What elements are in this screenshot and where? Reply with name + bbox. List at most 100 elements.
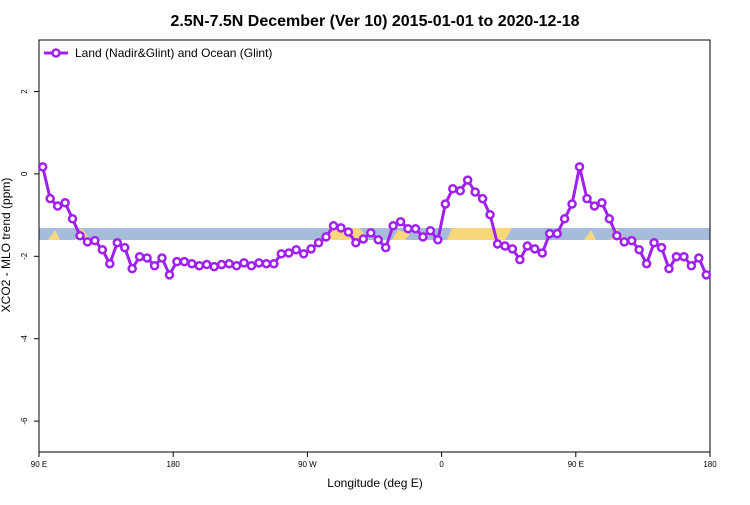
data-point (298, 249, 309, 259)
y-tick-label: 0 (20, 171, 29, 176)
data-point (589, 201, 600, 211)
data-point (455, 186, 465, 196)
data-point (37, 162, 48, 172)
data-point (45, 193, 55, 204)
data-point (410, 223, 421, 234)
data-point (209, 261, 219, 272)
data-point (358, 234, 369, 244)
data-point (291, 244, 301, 255)
data-point (97, 244, 108, 255)
x-tick-label: 90 E (568, 460, 584, 469)
data-point (656, 242, 667, 253)
data-point (395, 216, 406, 227)
data-point (664, 263, 674, 274)
data-point (433, 235, 443, 245)
x-tick-label: 180 (703, 460, 717, 469)
data-point (105, 258, 115, 269)
x-axis-label: Longitude (deg E) (327, 476, 422, 490)
data-point (380, 242, 391, 253)
data-point (216, 259, 227, 270)
legend-label: Land (Nadir&Glint) and Ocean (Glint) (75, 46, 272, 60)
data-point (641, 258, 652, 269)
data-point (597, 197, 607, 208)
data-point (276, 249, 287, 259)
data-point (686, 261, 697, 271)
data-point (626, 235, 637, 246)
data-point (202, 259, 212, 270)
data-point (224, 258, 234, 269)
data-point (544, 228, 555, 239)
data-point (477, 193, 488, 204)
data-point (537, 248, 547, 258)
data-point (619, 237, 630, 247)
data-point (134, 251, 145, 262)
data-point (75, 230, 85, 241)
data-point (604, 214, 615, 224)
data-point (582, 193, 592, 204)
data-point (343, 227, 354, 237)
data-point (269, 258, 279, 269)
data-point (254, 258, 264, 268)
data-point (694, 253, 704, 263)
data-point (522, 241, 533, 251)
data-point (440, 199, 451, 209)
data-point (485, 209, 495, 220)
data-point (567, 199, 577, 209)
data-point (284, 248, 294, 258)
data-point (679, 251, 689, 262)
data-point (112, 237, 123, 248)
data-point (559, 214, 570, 224)
chart-title: 2.5N-7.5N December (Ver 10) 2015-01-01 t… (170, 13, 579, 30)
data-point (172, 256, 182, 267)
data-point (67, 214, 78, 224)
legend-marker (51, 48, 61, 58)
data-point (52, 201, 63, 211)
data-point (194, 261, 205, 271)
data-point (492, 239, 503, 249)
data-point (366, 228, 376, 238)
data-point (552, 228, 562, 239)
data-point (388, 221, 398, 231)
y-axis-label: XCO2 - MLO trend (ppm) (0, 178, 13, 313)
data-point (149, 261, 160, 271)
data-point (119, 242, 130, 253)
data-point (634, 244, 644, 255)
data-point (313, 237, 324, 248)
data-point (470, 187, 480, 197)
data-point (231, 261, 242, 271)
data-point (328, 221, 339, 231)
data-point (60, 197, 70, 208)
data-point (500, 241, 510, 251)
data-point (701, 270, 712, 280)
data-point (157, 253, 167, 263)
data-point (671, 251, 682, 262)
data-point (649, 237, 659, 248)
data-point (403, 223, 413, 234)
y-tick-label: -4 (20, 335, 29, 343)
data-point (462, 175, 473, 185)
data-point (373, 235, 383, 245)
x-tick-label: 90 W (298, 460, 317, 469)
x-tick-label: 90 E (31, 460, 47, 469)
data-point (179, 256, 190, 267)
data-point (321, 232, 331, 242)
data-point (448, 183, 458, 194)
y-tick-label: -2 (20, 252, 29, 260)
x-tick-label: 180 (167, 460, 181, 469)
data-point (187, 258, 197, 269)
data-point (515, 254, 525, 265)
data-point (530, 244, 540, 254)
data-point (425, 226, 436, 236)
x-tick-label: 0 (439, 460, 444, 469)
data-point (351, 237, 361, 248)
data-point (612, 230, 622, 241)
data-point (336, 223, 346, 233)
data-point (127, 263, 137, 274)
data-point (261, 258, 272, 269)
data-point (507, 244, 518, 254)
data-point (142, 253, 152, 263)
land-shape (447, 228, 512, 240)
data-point (239, 258, 249, 268)
data-point (306, 244, 316, 254)
data-point (164, 270, 175, 280)
